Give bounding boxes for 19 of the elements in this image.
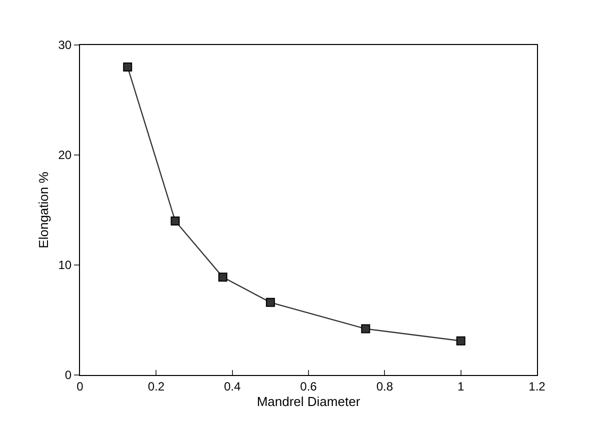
point (218, 272, 228, 282)
y-tick-label: 10 (58, 258, 72, 272)
x-tick-label: 1.2 (528, 379, 546, 394)
x-tick-label: 0.2 (148, 379, 165, 394)
x-axis-title: Mandrel Diameter (256, 394, 361, 409)
x-tick-label: 0.4 (224, 379, 241, 394)
y-tick-label: 30 (58, 38, 72, 52)
point (456, 336, 466, 346)
x-tick-label: 0.6 (300, 379, 318, 394)
point (266, 298, 275, 307)
point (123, 62, 132, 72)
x-tick-label: 0 (76, 379, 84, 394)
x-tick-label: 1 (457, 379, 464, 394)
x-tick-label: 0.8 (376, 379, 394, 394)
y-axis-title: Elongation % (36, 171, 52, 248)
y-tick-label: 0 (64, 368, 72, 382)
y-tick-label: 20 (58, 148, 72, 162)
point (170, 216, 180, 226)
point (361, 324, 370, 334)
